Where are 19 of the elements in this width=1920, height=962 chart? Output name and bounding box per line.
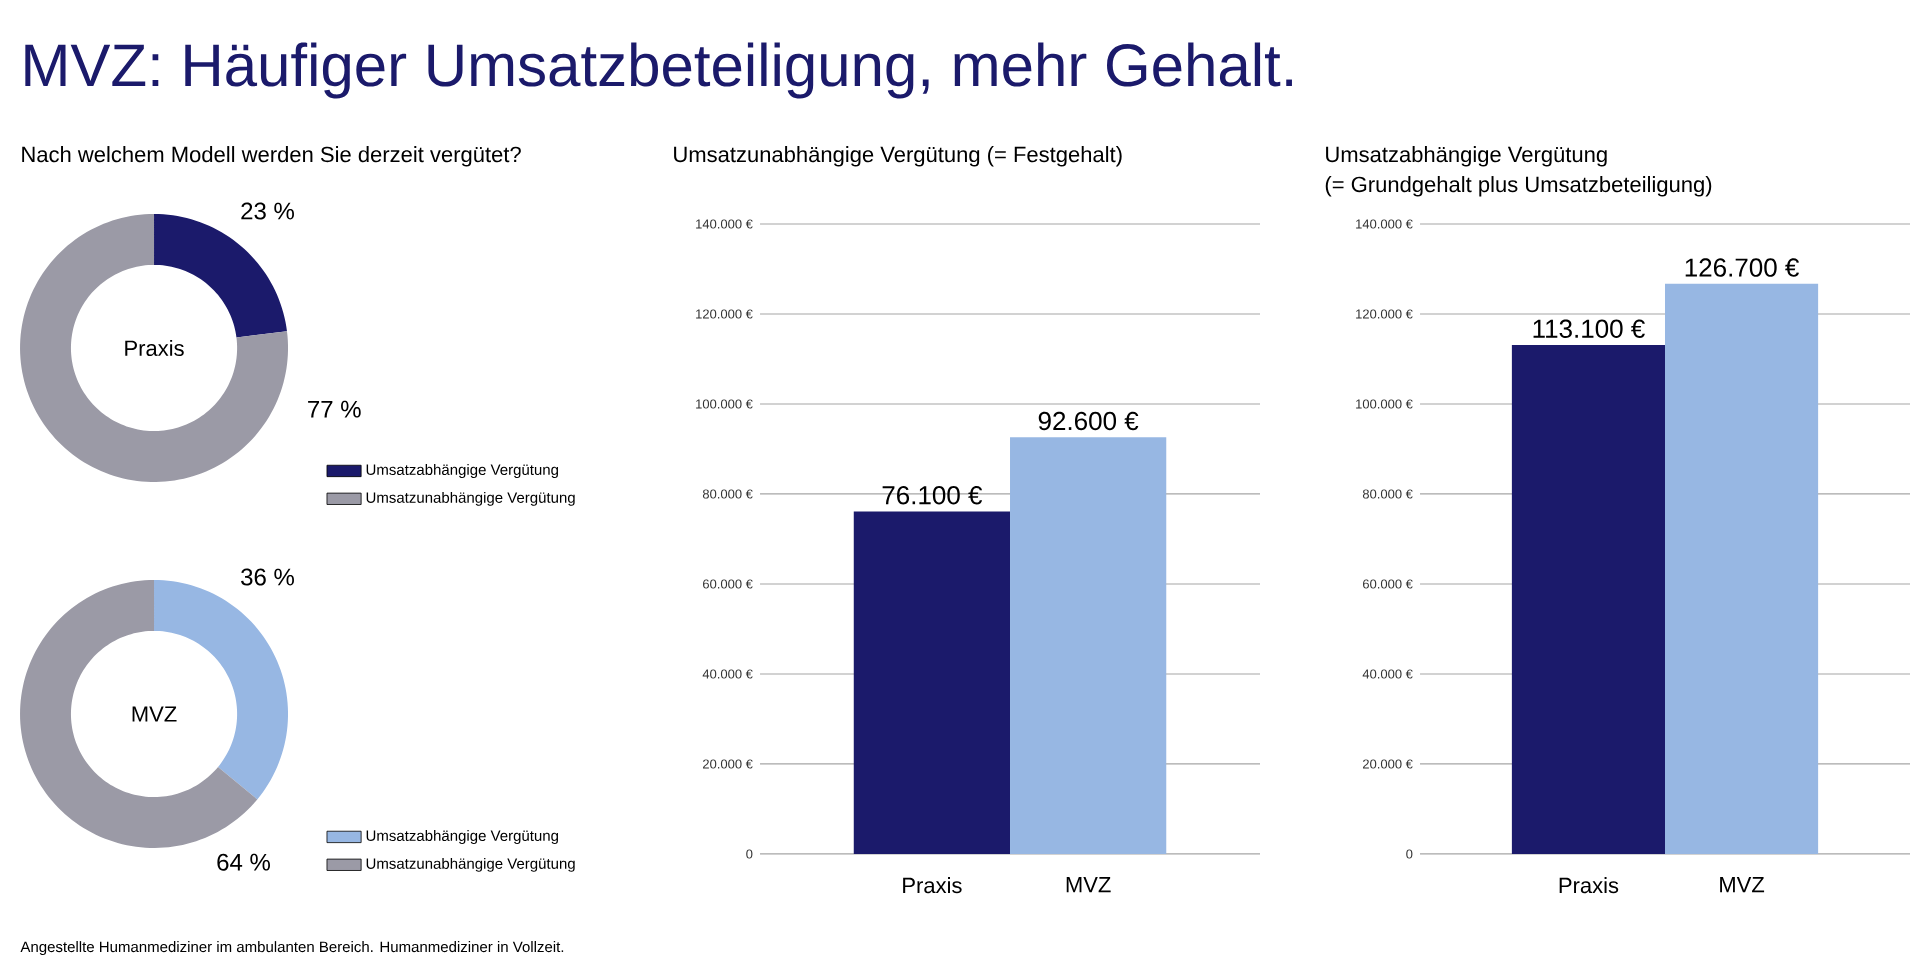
chart-title: Umsatzunabhängige Vergütung (= Festgehalt) [674,146,1122,167]
text: MVZ [132,706,177,722]
data-label: 126.700 € [1685,258,1799,277]
data-label: 64 % [217,853,270,871]
x-tick-label: Praxis [1559,877,1619,894]
data-label: 113.100 € [1533,319,1645,338]
data-label: 92.600 € [1038,411,1139,431]
data-label: 77 % [308,400,361,418]
text: Praxis [125,339,184,357]
data-label: 23 % [241,202,294,220]
x-tick-label: MVZ [1066,877,1111,893]
chart-title: MVZ: Häufiger Umsatzbeteiligung, mehr Gehalt. [25,42,1292,99]
data-label: 36 % [241,568,294,586]
chart-subtitle: Nach welchem Modell werden Sie derzeit vergütet? [22,146,521,167]
x-tick-label: MVZ [1720,877,1765,893]
data-label: 76.100 € [882,486,983,505]
chart-title: Umsatzabhängige Vergütung [1326,146,1607,167]
chart-subtitle: (= Grundgehalt plus Umsatzbeteiligung) [1325,176,1712,197]
x-tick-label: Praxis [903,877,962,894]
